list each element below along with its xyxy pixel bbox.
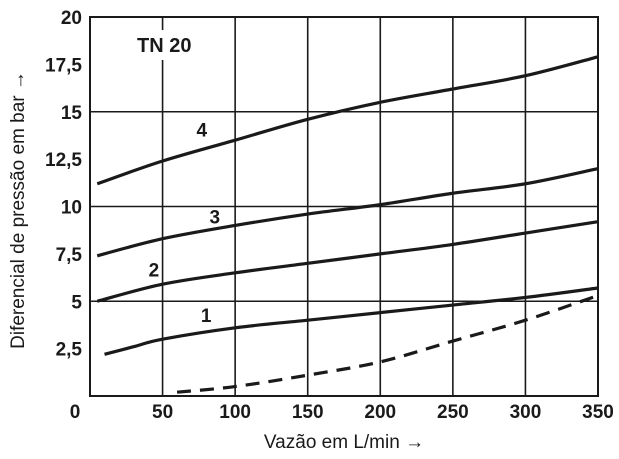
curve-label-2: 2 — [149, 261, 160, 282]
y-tick-label: 7,5 — [56, 245, 83, 266]
x-axis-label: Vazão em L/min → — [264, 432, 424, 453]
curves — [96, 55, 599, 394]
series-line-3 — [96, 167, 599, 258]
chart-title: TN 20 — [137, 35, 191, 57]
series-line-1 — [104, 286, 599, 356]
x-tick-label: 50 — [152, 402, 173, 423]
x-tick-label: 150 — [292, 402, 324, 423]
series-line-2 — [96, 220, 599, 303]
y-tick-label: 15 — [61, 103, 83, 124]
y-tick-label: 12,5 — [45, 150, 82, 171]
plot-frame — [89, 16, 599, 397]
series-line-4 — [96, 55, 599, 186]
x-origin-label: 0 — [70, 402, 81, 423]
curve-label-1: 1 — [201, 306, 212, 327]
title-background — [126, 30, 218, 60]
curve-label-3: 3 — [210, 208, 221, 229]
y-tick-label: 20 — [61, 8, 82, 29]
x-tick-label: 300 — [510, 402, 542, 423]
x-tick-label: 200 — [364, 402, 396, 423]
series-line-dashed — [176, 294, 599, 394]
curve-labels: 1 2 3 4 — [149, 120, 221, 327]
y-axis-label: Diferencial de pressão em bar → — [8, 71, 29, 349]
x-tick-label: 100 — [219, 402, 251, 423]
y-tick-label: 17,5 — [45, 55, 82, 76]
y-tick-label: 5 — [71, 292, 82, 313]
x-tick-label: 350 — [582, 402, 614, 423]
x-tick-labels: 50 100 150 200 250 300 350 — [152, 402, 614, 423]
y-tick-label: 10 — [61, 198, 82, 219]
y-tick-labels: 2,5 5 7,5 10 12,5 15 17,5 20 — [45, 8, 82, 361]
x-tick-label: 250 — [437, 402, 469, 423]
curve-label-4: 4 — [196, 120, 207, 141]
y-tick-label: 2,5 — [56, 340, 83, 361]
